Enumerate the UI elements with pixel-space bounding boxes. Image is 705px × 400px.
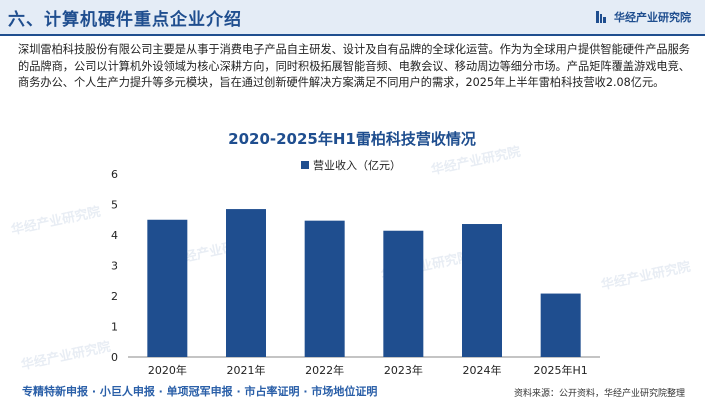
x-tick-label: 2023年	[384, 363, 423, 377]
y-tick-label: 0	[111, 351, 118, 364]
y-tick-label: 5	[111, 199, 118, 212]
y-tick-label: 4	[111, 229, 118, 242]
bar	[462, 224, 502, 357]
bar	[383, 230, 424, 357]
brand-logo: 华经产业研究院	[596, 9, 691, 25]
bar	[540, 293, 581, 357]
bar	[226, 209, 266, 357]
bar	[147, 219, 188, 357]
x-tick-label: 2022年	[305, 363, 344, 377]
x-tick-label: 2025年H1	[534, 363, 588, 377]
legend-label: 营业收入（亿元）	[313, 158, 401, 172]
legend-swatch	[301, 161, 309, 169]
y-tick-label: 6	[111, 168, 118, 181]
x-tick-label: 2024年	[463, 363, 502, 377]
company-intro: 深圳雷柏科技股份有限公司主要是从事于消费电子产品自主研发、设计及自有品牌的全球化…	[18, 43, 690, 90]
x-tick-label: 2021年	[227, 363, 266, 377]
brand-name: 华经产业研究院	[614, 11, 691, 24]
header-divider	[0, 34, 705, 36]
service-footer: 专精特新申报 · 小巨人申报 · 单项冠军申报 · 市占率证明 · 市场地位证明	[22, 385, 378, 398]
bar	[304, 220, 345, 357]
y-tick-label: 1	[111, 321, 118, 334]
y-tick-label: 3	[111, 260, 118, 273]
section-title: 六、计算机硬件重点企业介绍	[8, 10, 242, 30]
source-note: 资料来源：公开资料，华经产业研究院整理	[513, 389, 685, 399]
header-bar: 六、计算机硬件重点企业介绍 华经产业研究院	[0, 0, 705, 34]
brand-logo-icon	[596, 11, 606, 23]
x-tick-label: 2020年	[148, 363, 187, 377]
chart-title: 2020-2025年H1雷柏科技营收情况	[228, 130, 476, 148]
y-tick-label: 2	[111, 290, 118, 303]
